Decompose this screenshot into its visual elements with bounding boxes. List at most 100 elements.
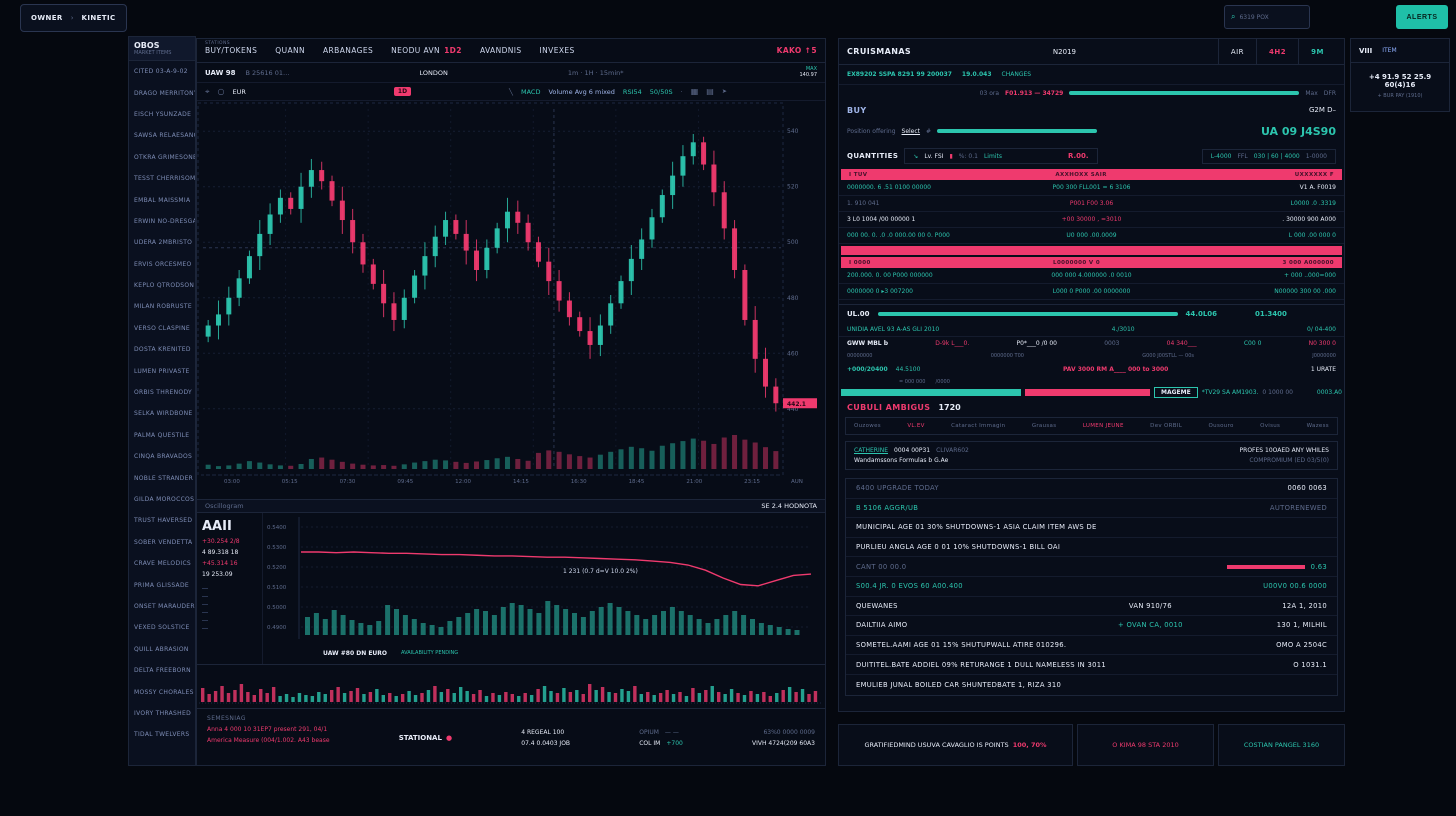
- action-box[interactable]: O KIMA 98 STA 2010: [1077, 724, 1214, 766]
- table-row[interactable]: DAILTIIA AIMO + OVAN CA, 0010 130 1, MILHI…: [846, 616, 1337, 636]
- column-header[interactable]: Cataract Immagin: [951, 423, 1006, 429]
- select-link[interactable]: Select: [901, 127, 921, 135]
- watchlist-item[interactable]: ONSET MARAUDER: [134, 602, 195, 610]
- symbol-label[interactable]: UAW 98: [205, 68, 236, 77]
- timeframe-switcher[interactable]: 1m · 1H · 15min*: [567, 68, 624, 77]
- watchlist-item[interactable]: SAWSA RELAESANO: [134, 132, 195, 140]
- watchlist-item[interactable]: CITED 03-A-9-02: [134, 68, 188, 76]
- histogram-strip[interactable]: [197, 665, 825, 709]
- qty-option-2[interactable]: %: 0.1: [958, 152, 978, 160]
- column-header[interactable]: LUMEN JEUNE: [1082, 423, 1124, 429]
- orderbook-row[interactable]: 0000000. 6 .51 0100 00000 P00 300 FLL001 …: [839, 180, 1344, 196]
- tab-4h2[interactable]: 4H2: [1256, 39, 1298, 64]
- orderbook-row[interactable]: 200.000. 0. 00 P000 000000 000 000 4.0000…: [839, 268, 1344, 284]
- view-button-left[interactable]: OWNER: [31, 14, 63, 22]
- column-header[interactable]: Ousouro: [1208, 423, 1234, 429]
- chip-1[interactable]: L-4000: [1210, 152, 1232, 160]
- watchlist-item[interactable]: TESST CHERRISOM: [134, 175, 195, 183]
- view-button-right[interactable]: KINETIC: [81, 14, 116, 22]
- action-box[interactable]: COSTIAN PANGEL 3160: [1218, 724, 1345, 766]
- action-box[interactable]: GRATIFIEDMIND USUVA CAVAGLIO IS POINTS 10…: [838, 724, 1073, 766]
- watchlist-item[interactable]: OTKRA GRIMESONE: [134, 153, 195, 161]
- orderbook-row[interactable]: 3 L0 1004 /00 00000 1 +00 30000 , =3010. …: [839, 212, 1344, 228]
- news-link[interactable]: CATHERINE: [854, 447, 889, 454]
- watchlist-item[interactable]: KEPLO QTRODSON: [134, 282, 195, 290]
- tab-3[interactable]: ARBANAGES: [323, 46, 374, 55]
- watchlist-item[interactable]: ERVIS ORCESMEO: [134, 260, 192, 268]
- instrument-changes[interactable]: CHANGES: [1001, 71, 1032, 78]
- indicator-5050[interactable]: 50/50S: [649, 87, 673, 96]
- column-header[interactable]: Ouzowes: [854, 423, 881, 429]
- qty-option-1[interactable]: Lv. FSI: [924, 152, 944, 160]
- sell-label[interactable]: G2M D–: [1308, 106, 1336, 114]
- table-row[interactable]: EMULIEB JUNAL BOILED CAR SHUNTEDBATE 1, …: [856, 680, 1062, 689]
- column-header[interactable]: Grausas: [1031, 423, 1057, 429]
- chip-4[interactable]: 1-0000: [1305, 152, 1327, 160]
- view-switcher[interactable]: OWNER › KINETIC: [20, 4, 127, 32]
- watchlist-item[interactable]: MOSSY CHORALES: [134, 688, 194, 696]
- snapshot-icon[interactable]: ⌖: [205, 86, 210, 96]
- watchlist-item[interactable]: GILDA MOROCCOS: [134, 496, 195, 503]
- watchlist-item[interactable]: SELKA WIRDBONE: [134, 410, 193, 418]
- watchlist-item[interactable]: EMBAL MAISSMIA: [134, 196, 191, 204]
- tab-2[interactable]: QUANN: [275, 46, 306, 55]
- watchlist-item[interactable]: LUMEN PRIVASTE: [134, 367, 190, 375]
- buy-label[interactable]: BUY: [847, 105, 867, 115]
- watchlist-item[interactable]: SOBER VENDETTA: [134, 538, 193, 546]
- column-header[interactable]: VL.EV: [907, 423, 925, 429]
- chip-3[interactable]: 030 | 60 | 4000: [1253, 152, 1300, 160]
- watchlist-item[interactable]: EISCH YSUNZADE: [134, 110, 192, 118]
- watchlist-item[interactable]: PALMA QUESTILE: [134, 431, 190, 439]
- watchlist-item[interactable]: CINQA BRAVADOS: [134, 453, 193, 461]
- panel-layout-icon[interactable]: ▤: [706, 87, 714, 96]
- indicator-rsi[interactable]: RSI54: [622, 87, 642, 96]
- tab-6[interactable]: INVEXES: [539, 46, 575, 55]
- tab-9m[interactable]: 9M: [1298, 39, 1336, 64]
- tab-5[interactable]: AVANDNIS: [479, 46, 522, 55]
- watchlist-item[interactable]: PRIMA GLISSADE: [134, 581, 189, 589]
- indicator-volume[interactable]: Volume Avg 6 mixed: [548, 87, 615, 96]
- watchlist-item[interactable]: IVORY THRASHED: [134, 709, 191, 717]
- chip-2[interactable]: FFL: [1237, 152, 1248, 160]
- orderbook-row[interactable]: 1. 910 041 P001 F00 3.06 L0000 .0 .3319: [839, 196, 1344, 212]
- currency-label[interactable]: EUR: [232, 87, 246, 96]
- table-row[interactable]: 6400 UPGRADE TODAY 0060 0063: [846, 479, 1337, 499]
- tab-1[interactable]: BUY/TOKENS: [205, 46, 258, 55]
- watchlist-item[interactable]: TRUST HAVERSED: [134, 517, 193, 525]
- watchlist-item[interactable]: CRAVE MELODICS: [134, 560, 192, 568]
- table-row[interactable]: MUNICIPAL AGE 01 30% SHUTDOWNS-1 ASIA CL…: [846, 518, 1337, 538]
- candlestick-chart[interactable]: 440 460 480 500 520 540 442.1 03:00 05:15 07:30 09…: [197, 101, 825, 499]
- column-header[interactable]: Ovisus: [1260, 423, 1281, 429]
- tab-4[interactable]: NEODU AVN 1D2: [391, 46, 462, 55]
- orderbook-row[interactable]: 000 00. 0. .0 .0 000.00 00 0. P000 U0 000…: [839, 228, 1344, 244]
- cursor-icon[interactable]: ➤: [721, 88, 727, 95]
- watchlist-item[interactable]: MILAN ROBRUSTE: [134, 303, 192, 311]
- qty-option-3[interactable]: Limits: [983, 152, 1002, 160]
- watchlist-item[interactable]: DELTA FREEBORN: [134, 667, 191, 675]
- indicator-macd[interactable]: MACD: [520, 87, 541, 96]
- table-row[interactable]: SOMETEL.AAMI AGE 01 15% SHUTUPWALL ATIRE…: [846, 636, 1337, 656]
- table-row[interactable]: B 5106 AGGR/UB AUTORENEWED: [846, 499, 1337, 519]
- column-header[interactable]: Dev ORBIL: [1150, 423, 1183, 429]
- table-row[interactable]: DUITITEL.BATE ADDIEL 09% RETURANGE 1 DUL…: [846, 655, 1337, 675]
- interval-badge[interactable]: 1D: [393, 87, 412, 96]
- watchlist-item[interactable]: TIDAL TWELVERS: [134, 731, 190, 739]
- table-row[interactable]: PURLIEU ANGLA AGE 0 01 10% SHUTDOWNS-1 B…: [846, 538, 1337, 558]
- mini-chart-svg[interactable]: 0.5400 0.5300 0.5200 0.5100 0.5000 0.4900 1 23…: [263, 513, 823, 643]
- side-panel-link[interactable]: ITEM: [1382, 47, 1397, 54]
- symbol-search[interactable]: B 25616 01…: [245, 68, 290, 77]
- watchlist-item[interactable]: DRAGO MERRITONY: [134, 89, 195, 97]
- watchlist-item[interactable]: ORBIS THRENODY: [134, 389, 192, 397]
- table-row[interactable]: S00.4 JR. 0 EVOS 60 A00.400 U00V0 00.6 00…: [846, 577, 1337, 597]
- watchlist-item[interactable]: NOBLE STRANDER: [134, 474, 194, 482]
- column-header[interactable]: Wazess: [1306, 423, 1329, 429]
- circle-tool-icon[interactable]: ○: [217, 87, 225, 96]
- watchlist-item[interactable]: QUILL ABRASION: [134, 645, 189, 653]
- tab-air[interactable]: AIR: [1217, 39, 1256, 64]
- table-row[interactable]: CANT 00 00.0 0.63: [846, 557, 1337, 577]
- tab-live-indicator[interactable]: KAKO ↑5: [776, 46, 817, 55]
- watchlist-item[interactable]: DOSTA KRENITED: [134, 346, 191, 354]
- alerts-button[interactable]: ALERTS: [1396, 5, 1448, 29]
- search-input[interactable]: ⌕ 6319 POX: [1224, 5, 1310, 29]
- watchlist-item[interactable]: VERSO CLASPINE: [134, 324, 190, 332]
